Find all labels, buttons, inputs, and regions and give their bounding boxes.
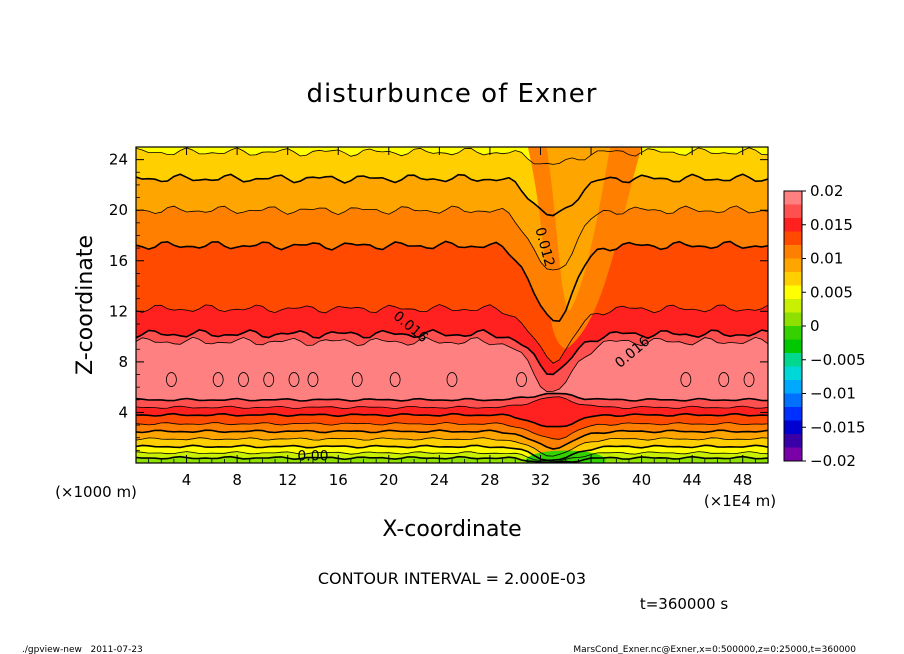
contour-line [238,372,249,387]
colorbar-swatch [784,380,802,394]
x-tick-label: 8 [232,471,242,489]
colorbar-tick-label: −0.005 [810,351,866,369]
colorbar-tick-label: 0.005 [810,283,853,301]
colorbar-tick-label: 0.015 [810,216,853,234]
time-label: t=360000 s [640,595,728,613]
colorbar-tick-label: −0.01 [810,385,856,403]
y-axis-label: Z-coordinate [73,235,98,375]
x-tick-label: 40 [632,471,651,489]
colorbar-swatch [784,204,802,219]
x-tick-label: 12 [278,471,297,489]
x-tick-label: 28 [480,471,499,489]
x-tick-label: 44 [683,471,702,489]
x-axis: 4 8 12 16 20 24 28 32 36 40 44 48 [148,147,756,489]
contour-line [263,372,275,387]
contour-line [136,437,768,457]
footer-right: MarsCond_Exner.nc@Exner,x=0:500000,z=0:2… [573,645,856,654]
colorbar: 0.02 0.015 0.01 0.005 0 −0.005 −0.01 −0.015 −0.0… [783,182,866,470]
colorbar-swatch [784,420,802,435]
contour-line [136,455,768,463]
x-tick-label: 16 [329,471,348,489]
contour-line [136,147,768,165]
colorbar-swatch [784,434,802,448]
contour-band [546,147,610,312]
y-tick-label: 24 [109,151,128,169]
contour-line [351,372,363,387]
contour-line [307,372,319,387]
colorbar-swatch [784,353,802,367]
contour-line [136,136,768,145]
colorbar-swatch [784,258,802,273]
contour-line [680,372,692,387]
x-unit-label: (×1E4 m) [704,492,776,510]
contour-line [389,372,401,387]
colorbar-swatch [784,218,802,232]
contour-line [136,429,768,450]
contour-line [136,451,768,463]
colorbar-swatch [784,393,802,408]
contour-line [136,396,768,410]
contour-fill [136,147,768,463]
colorbar-swatch [784,272,802,286]
contour-line [212,372,224,387]
colorbar-swatch [784,312,802,327]
contour-line [743,372,755,387]
y-axis: 4 8 12 16 20 24 [109,151,768,451]
contour-line [136,328,768,376]
colorbar-tick-label: 0.02 [810,182,843,200]
footer-left: ./gpview-new 2011-07-23 [22,645,143,654]
colorbar-swatch [784,366,802,381]
y-tick-label: 12 [109,302,128,320]
contour-line [165,372,177,387]
x-tick-label: 4 [182,471,192,489]
contour-line [136,422,768,440]
contour-line [136,412,768,428]
x-tick-label: 32 [531,471,550,489]
contour-line [136,240,768,323]
y-tick-label: 20 [109,201,128,219]
x-axis-label: X-coordinate [382,517,521,542]
y-unit-label: (×1000 m) [55,483,137,501]
contour-line [136,336,768,393]
x-tick-label: 24 [430,471,449,489]
colorbar-tick-label: 0 [810,317,820,335]
contour-line [446,372,458,387]
colorbar-tick-label: −0.02 [810,452,856,470]
chart-title: disturbunce of Exner [307,79,598,109]
contour-line [136,205,768,271]
colorbar-swatch [784,191,802,205]
contour-line [136,304,768,364]
contour-line [136,444,768,462]
contour-interval-label: CONTOUR INTERVAL = 2.000E-03 [318,569,586,588]
colorbar-swatch [784,299,802,313]
colorbar-swatch [784,285,802,300]
colorbar-swatch [784,326,802,340]
contour-line [288,372,300,387]
colorbar-swatch [784,407,802,421]
colorbar-swatch [784,245,802,259]
y-tick-label: 4 [118,403,128,421]
contour-line [718,372,730,387]
colorbar-swatch [784,447,802,462]
x-tick-label: 36 [581,471,600,489]
contour-label: 0.00 [297,448,328,464]
colorbar-swatch [784,339,802,354]
contour-line [516,372,527,387]
contour-lines [136,136,768,463]
colorbar-tick-label: 0.01 [810,250,843,268]
colorbar-tick-label: −0.015 [810,418,866,436]
y-tick-label: 8 [118,353,128,371]
contour-line [136,173,768,217]
x-tick-label: 48 [733,471,752,489]
contour-line [136,392,768,402]
colorbar-swatch [784,231,802,246]
y-tick-label: 16 [109,252,128,270]
x-tick-label: 20 [379,471,398,489]
